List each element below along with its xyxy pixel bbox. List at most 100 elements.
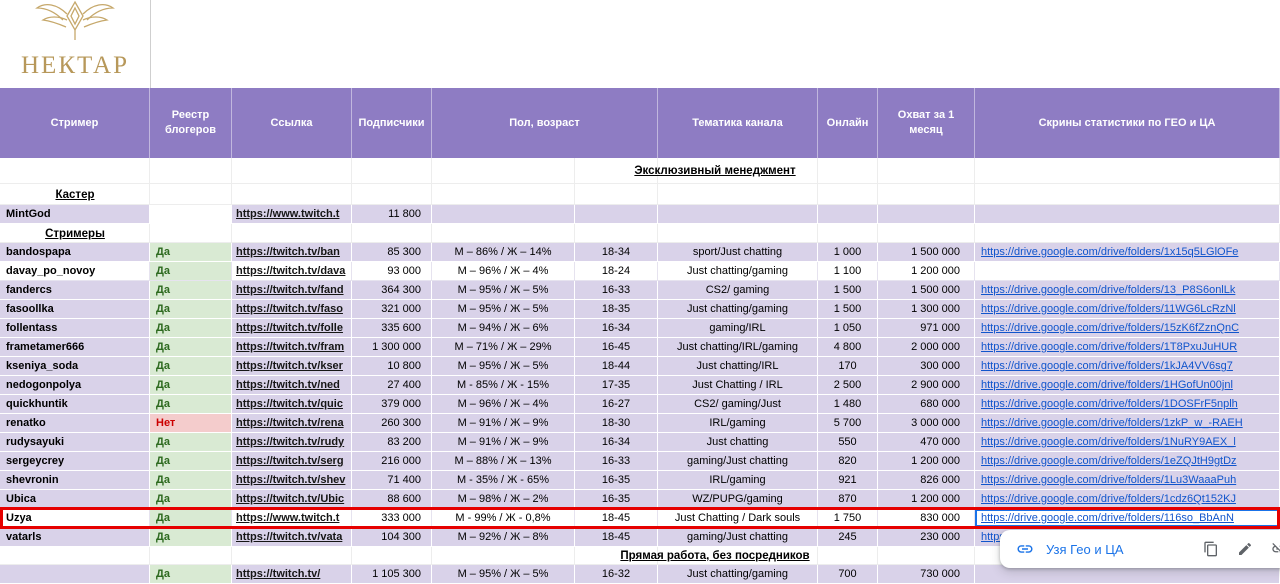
- cell-age[interactable]: [575, 205, 658, 224]
- cell-drive[interactable]: https://drive.google.com/drive/folders/1…: [975, 281, 1280, 300]
- cell-link[interactable]: https://twitch.tv/fram: [232, 338, 352, 357]
- cell-age[interactable]: 16-34: [575, 433, 658, 452]
- cell-online[interactable]: [818, 205, 878, 224]
- cell-subs[interactable]: [352, 547, 432, 565]
- drive-link[interactable]: https://drive.google.com/drive/folders/1…: [981, 360, 1233, 372]
- cell-link[interactable]: https://twitch.tv/serg: [232, 452, 352, 471]
- cell-theme[interactable]: WZ/PUPG/gaming: [658, 490, 818, 509]
- cell-reach[interactable]: 971 000: [878, 319, 975, 338]
- cell-online[interactable]: 1 750: [818, 509, 878, 528]
- cell-reg[interactable]: Да: [150, 319, 232, 338]
- cell-name[interactable]: sergeycrey: [0, 452, 150, 471]
- cell-drive[interactable]: [975, 205, 1280, 224]
- cell-gender[interactable]: [432, 224, 575, 243]
- drive-link[interactable]: https://drive.google.com/drive/folders/1…: [981, 379, 1233, 391]
- cell-age[interactable]: 16-33: [575, 452, 658, 471]
- cell-reach[interactable]: 1 300 000: [878, 300, 975, 319]
- cell-age[interactable]: 18-35: [575, 300, 658, 319]
- cell-age[interactable]: [575, 547, 658, 565]
- cell-theme[interactable]: Just chatting/IRL: [658, 357, 818, 376]
- cell-reach[interactable]: 230 000: [878, 528, 975, 547]
- cell-link[interactable]: https://twitch.tv/Ubic: [232, 490, 352, 509]
- cell-reach[interactable]: 1 500 000: [878, 281, 975, 300]
- cell-reg[interactable]: Да: [150, 262, 232, 281]
- cell-name[interactable]: renatko: [0, 414, 150, 433]
- cell-name[interactable]: [0, 547, 150, 565]
- cell-drive[interactable]: [975, 262, 1280, 281]
- cell-subs[interactable]: [352, 184, 432, 205]
- cell-link[interactable]: [232, 184, 352, 205]
- drive-link[interactable]: https://drive.google.com/drive/folders/1…: [981, 417, 1243, 429]
- drive-link[interactable]: https://drive.google.com/drive/folders/1…: [981, 436, 1236, 448]
- cell-reach[interactable]: 1 200 000: [878, 262, 975, 281]
- twitch-link[interactable]: https://twitch.tv/fand: [236, 284, 344, 296]
- cell-online[interactable]: 2 500: [818, 376, 878, 395]
- cell-online[interactable]: 921: [818, 471, 878, 490]
- cell-subs[interactable]: 93 000: [352, 262, 432, 281]
- cell-link[interactable]: https://twitch.tv/shev: [232, 471, 352, 490]
- cell-age[interactable]: 18-34: [575, 243, 658, 262]
- cell-gender[interactable]: М – 91% / Ж – 9%: [432, 414, 575, 433]
- cell-subs[interactable]: 364 300: [352, 281, 432, 300]
- cell-name[interactable]: [0, 224, 150, 243]
- cell-drive[interactable]: https://drive.google.com/drive/folders/1…: [975, 414, 1280, 433]
- cell-drive[interactable]: https://drive.google.com/drive/folders/1…: [975, 433, 1280, 452]
- column-header-screens[interactable]: Скрины статистики по ГЕО и ЦА: [975, 88, 1280, 158]
- cell-reg[interactable]: Да: [150, 376, 232, 395]
- twitch-link[interactable]: https://www.twitch.t: [236, 512, 340, 524]
- cell-name[interactable]: bandospapa: [0, 243, 150, 262]
- cell-link[interactable]: [232, 158, 352, 184]
- cell-reach[interactable]: [878, 224, 975, 243]
- twitch-link[interactable]: https://twitch.tv/vata: [236, 531, 343, 543]
- cell-link[interactable]: https://twitch.tv/ned: [232, 376, 352, 395]
- cell-drive[interactable]: https://drive.google.com/drive/folders/1…: [975, 376, 1280, 395]
- cell-online[interactable]: 1 500: [818, 300, 878, 319]
- column-header-link[interactable]: Ссылка: [232, 88, 352, 158]
- cell-drive[interactable]: https://drive.google.com/drive/folders/1…: [975, 319, 1280, 338]
- cell-subs[interactable]: 1 300 000: [352, 338, 432, 357]
- cell-name[interactable]: fasoollka: [0, 300, 150, 319]
- copy-icon[interactable]: [1198, 536, 1224, 562]
- cell-drive[interactable]: https://drive.google.com/drive/folders/1…: [975, 471, 1280, 490]
- cell-gender[interactable]: М – 95% / Ж – 5%: [432, 300, 575, 319]
- cell-reach[interactable]: 470 000: [878, 433, 975, 452]
- cell-reg[interactable]: Да: [150, 395, 232, 414]
- cell-age[interactable]: 17-35: [575, 376, 658, 395]
- cell-reg[interactable]: Да: [150, 281, 232, 300]
- cell-subs[interactable]: 27 400: [352, 376, 432, 395]
- drive-link[interactable]: https://drive.google.com/drive/folders/1…: [981, 455, 1237, 467]
- column-header-subs[interactable]: Подписчики: [352, 88, 432, 158]
- cell-theme[interactable]: Just chatting/IRL/gaming: [658, 338, 818, 357]
- cell-link[interactable]: https://twitch.tv/fand: [232, 281, 352, 300]
- cell-drive[interactable]: [975, 224, 1280, 243]
- cell-gender[interactable]: М – 95% / Ж – 5%: [432, 357, 575, 376]
- cell-gender[interactable]: М - 99% / Ж - 0,8%: [432, 509, 575, 528]
- twitch-link[interactable]: https://twitch.tv/ned: [236, 379, 340, 391]
- cell-age[interactable]: 18-24: [575, 262, 658, 281]
- cell-name[interactable]: Uzya: [0, 509, 150, 528]
- cell-link[interactable]: [232, 547, 352, 565]
- cell-online[interactable]: 1 050: [818, 319, 878, 338]
- column-header-registry[interactable]: Реестр блогеров: [150, 88, 232, 158]
- cell-reg[interactable]: [150, 224, 232, 243]
- cell-gender[interactable]: [432, 158, 575, 184]
- cell-name[interactable]: [0, 184, 150, 205]
- cell-link[interactable]: https://twitch.tv/rena: [232, 414, 352, 433]
- cell-reg[interactable]: Да: [150, 300, 232, 319]
- twitch-link[interactable]: https://twitch.tv/serg: [236, 455, 344, 467]
- cell-online[interactable]: 245: [818, 528, 878, 547]
- column-header-reach[interactable]: Охват за 1 месяц: [878, 88, 975, 158]
- cell-drive[interactable]: https://drive.google.com/drive/folders/1…: [975, 357, 1280, 376]
- cell-online[interactable]: [818, 184, 878, 205]
- cell-link[interactable]: [232, 224, 352, 243]
- drive-link[interactable]: https://drive.google.com/drive/folders/1…: [981, 284, 1236, 296]
- cell-name[interactable]: davay_po_novoy: [0, 262, 150, 281]
- twitch-link[interactable]: https://twitch.tv/faso: [236, 303, 343, 315]
- unlink-icon[interactable]: [1266, 536, 1280, 562]
- cell-theme[interactable]: CS2/ gaming: [658, 281, 818, 300]
- cell-age[interactable]: 18-45: [575, 509, 658, 528]
- cell-link[interactable]: https://twitch.tv/faso: [232, 300, 352, 319]
- cell-name[interactable]: quickhuntik: [0, 395, 150, 414]
- cell-online[interactable]: 5 700: [818, 414, 878, 433]
- cell-reg[interactable]: Да: [150, 509, 232, 528]
